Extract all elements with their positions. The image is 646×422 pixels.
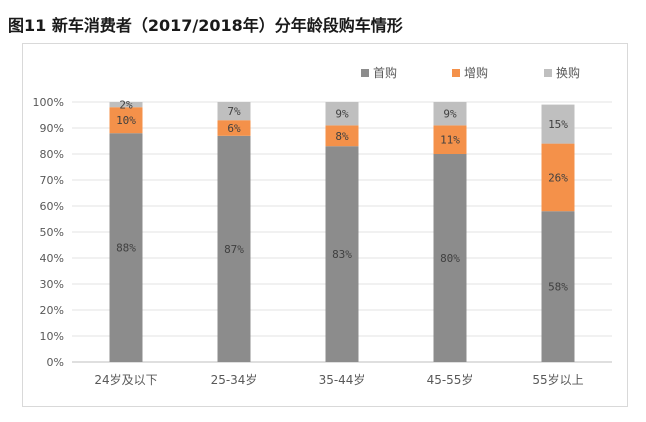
bar-segment xyxy=(217,102,251,121)
y-tick-label: 90% xyxy=(40,122,64,135)
data-label: 26% xyxy=(548,171,568,184)
y-tick-label: 60% xyxy=(40,200,64,213)
data-labels: 88% 10% 2% 87% 6% 7% 83% 8% 9% 80% 11% 9% 58% 26% 15% xyxy=(116,99,568,294)
legend-swatch xyxy=(361,69,369,77)
x-category-label: 55岁以上 xyxy=(532,372,583,387)
bar-segment xyxy=(433,125,467,154)
y-tick-label: 80% xyxy=(40,148,64,161)
data-label: 6% xyxy=(227,122,241,135)
data-label: 15% xyxy=(548,118,568,131)
y-tick-label: 50% xyxy=(40,226,64,239)
legend-label: 首购 xyxy=(373,65,397,80)
y-tick-label: 0% xyxy=(47,356,64,369)
data-label: 9% xyxy=(335,108,349,121)
data-label: 83% xyxy=(332,248,352,261)
bar-segment xyxy=(541,104,575,144)
y-tick-label: 20% xyxy=(40,304,64,317)
legend-label: 换购 xyxy=(556,65,580,80)
bar-segment xyxy=(217,120,251,136)
bar-segment xyxy=(433,154,467,362)
bar-segment xyxy=(325,102,359,126)
x-category-label: 35-44岁 xyxy=(319,372,366,387)
x-category-label: 24岁及以下 xyxy=(94,372,157,387)
legend-swatch xyxy=(452,69,460,77)
data-label: 87% xyxy=(224,243,244,256)
bar-segment xyxy=(109,107,143,134)
bar-segment xyxy=(541,143,575,212)
data-label: 2% xyxy=(119,99,133,112)
y-tick-label: 40% xyxy=(40,252,64,265)
bar-segment xyxy=(433,102,467,126)
legend-label: 增购 xyxy=(464,65,488,80)
y-tick-label: 70% xyxy=(40,174,64,187)
data-label: 58% xyxy=(548,281,568,294)
bar-segment xyxy=(109,102,143,108)
x-category-label: 25-34岁 xyxy=(211,372,258,387)
data-label: 88% xyxy=(116,242,136,255)
x-axis-categories: 24岁及以下 25-34岁 35-44岁 45-55岁 55岁以上 xyxy=(94,372,583,387)
bar-segment xyxy=(325,125,359,147)
data-label: 11% xyxy=(440,134,460,147)
y-tick-label: 10% xyxy=(40,330,64,343)
bar-segment xyxy=(325,146,359,362)
bar-segment xyxy=(109,133,143,362)
chart-title: 图11 新车消费者（2017/2018年）分年龄段购车情形 xyxy=(8,16,403,35)
legend-swatch xyxy=(544,69,552,77)
data-label: 8% xyxy=(335,130,349,143)
bar-segment xyxy=(217,135,251,362)
y-tick-label: 100% xyxy=(33,96,64,109)
bar-segment xyxy=(541,211,575,362)
y-axis-ticks: 0% 10% 20% 30% 40% 50% 60% 70% 80% 90% 100% xyxy=(33,96,64,369)
data-label: 10% xyxy=(116,114,136,127)
data-label: 7% xyxy=(227,105,241,118)
bars xyxy=(109,102,575,362)
data-label: 80% xyxy=(440,252,460,265)
legend: 首购 增购 换购 xyxy=(361,65,580,80)
x-category-label: 45-55岁 xyxy=(427,372,474,387)
data-label: 9% xyxy=(443,108,457,121)
y-tick-label: 30% xyxy=(40,278,64,291)
